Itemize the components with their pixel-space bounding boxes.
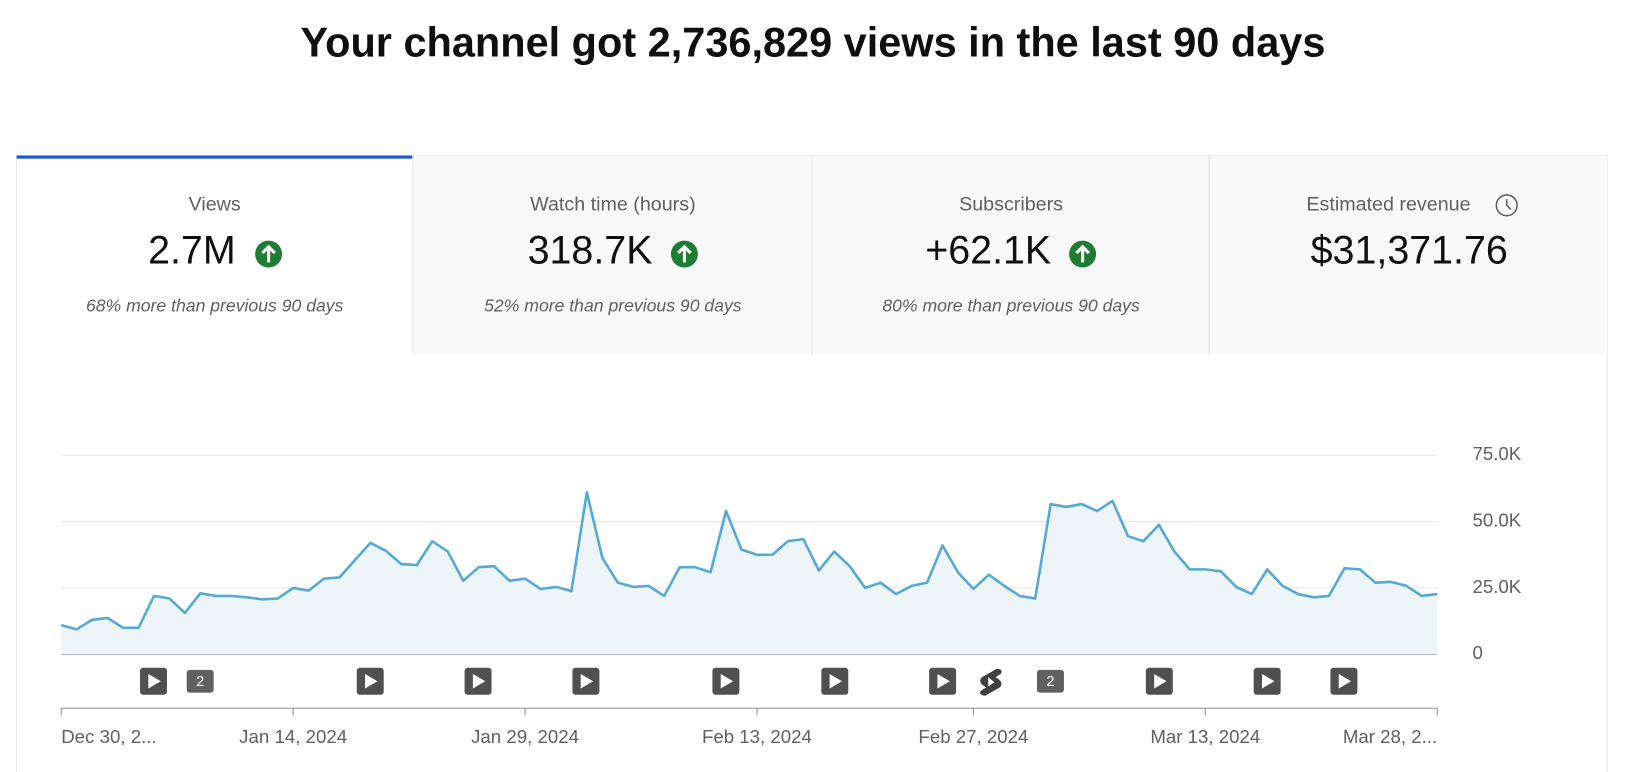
play-icon — [1261, 674, 1275, 689]
x-tick-label: Mar 13, 2024 — [1150, 726, 1260, 747]
play-icon — [720, 674, 734, 689]
video-event[interactable] — [712, 667, 740, 695]
event-count: 2 — [196, 674, 204, 690]
up-arrow — [261, 244, 276, 263]
tab[interactable]: Subscribers +62.1K 80% more than previou… — [882, 194, 1140, 316]
tab-label: Subscribers — [959, 194, 1063, 216]
video-event[interactable] — [572, 667, 600, 695]
tab-value: 318.7K — [528, 228, 653, 272]
up-arrow — [1075, 244, 1090, 263]
tab[interactable]: Watch time (hours) 318.7K 52% more than … — [484, 194, 742, 316]
video-event[interactable] — [1330, 667, 1358, 695]
event-box — [186, 669, 214, 693]
play-icon — [829, 674, 843, 689]
play-icon — [937, 674, 950, 689]
tab-label: Watch time (hours) — [530, 194, 696, 216]
tab-label: Estimated revenue — [1306, 194, 1470, 216]
tab-value: $31,371.76 — [1311, 228, 1508, 272]
play-icon — [148, 674, 161, 689]
tab-change: 68% more than previous 90 days — [86, 296, 344, 316]
event-box — [1036, 669, 1064, 693]
tab-value: 2.7M — [148, 228, 236, 272]
grouped-event[interactable]: 2 — [1036, 669, 1064, 693]
x-tick-label: Dec 30, 2... — [61, 726, 156, 747]
clock-icon[interactable] — [1495, 194, 1518, 217]
video-event[interactable] — [821, 667, 849, 695]
video-event[interactable] — [464, 667, 492, 695]
clock-hands — [1505, 199, 1512, 211]
grouped-event[interactable]: 2 — [186, 669, 214, 693]
page-title: Your channel got 2,736,829 views in the … — [301, 19, 1326, 66]
chart: 0 25.0K 50.0K 75.0K Dec 30, 2... Jan 14, 2024… — [60, 443, 1522, 747]
play-icon — [472, 674, 486, 689]
play-icon — [1154, 674, 1167, 689]
y-tick-label: 75.0K — [1472, 443, 1521, 464]
video-event[interactable] — [929, 667, 957, 695]
tab[interactable]: Views 2.7M 68% more than previous 90 day… — [86, 194, 344, 316]
active-tab-indicator — [16, 155, 413, 159]
x-tick-label: Jan 29, 2024 — [471, 726, 579, 747]
x-tick-label: Jan 14, 2024 — [239, 726, 347, 747]
play-icon — [1338, 674, 1352, 689]
y-tick-label: 0 — [1472, 642, 1482, 663]
x-tick-label: Feb 13, 2024 — [702, 726, 812, 747]
shorts-event[interactable] — [980, 668, 1002, 696]
video-event[interactable] — [1253, 667, 1281, 695]
tab-change: 80% more than previous 90 days — [882, 296, 1140, 316]
tabs-background — [412, 155, 1608, 355]
play-icon — [365, 674, 378, 689]
y-tick-label: 25.0K — [1472, 576, 1521, 597]
x-tick-label: Mar 28, 2... — [1343, 726, 1437, 747]
y-tick-label: 50.0K — [1472, 510, 1521, 531]
up-arrow — [677, 244, 692, 263]
area — [61, 492, 1438, 655]
x-tick-label: Feb 27, 2024 — [918, 726, 1028, 747]
tab-change: 52% more than previous 90 days — [484, 296, 742, 316]
tab[interactable]: Estimated revenue $31,371.76 — [1306, 194, 1518, 273]
shorts-play — [988, 677, 995, 687]
video-event[interactable] — [356, 667, 384, 695]
play-icon — [580, 674, 594, 689]
video-event[interactable] — [140, 667, 167, 695]
tab-value: +62.1K — [925, 228, 1051, 272]
video-event[interactable] — [1145, 667, 1173, 695]
line — [60, 491, 1438, 631]
tab-label: Views — [189, 194, 241, 216]
event-count: 2 — [1046, 674, 1054, 690]
